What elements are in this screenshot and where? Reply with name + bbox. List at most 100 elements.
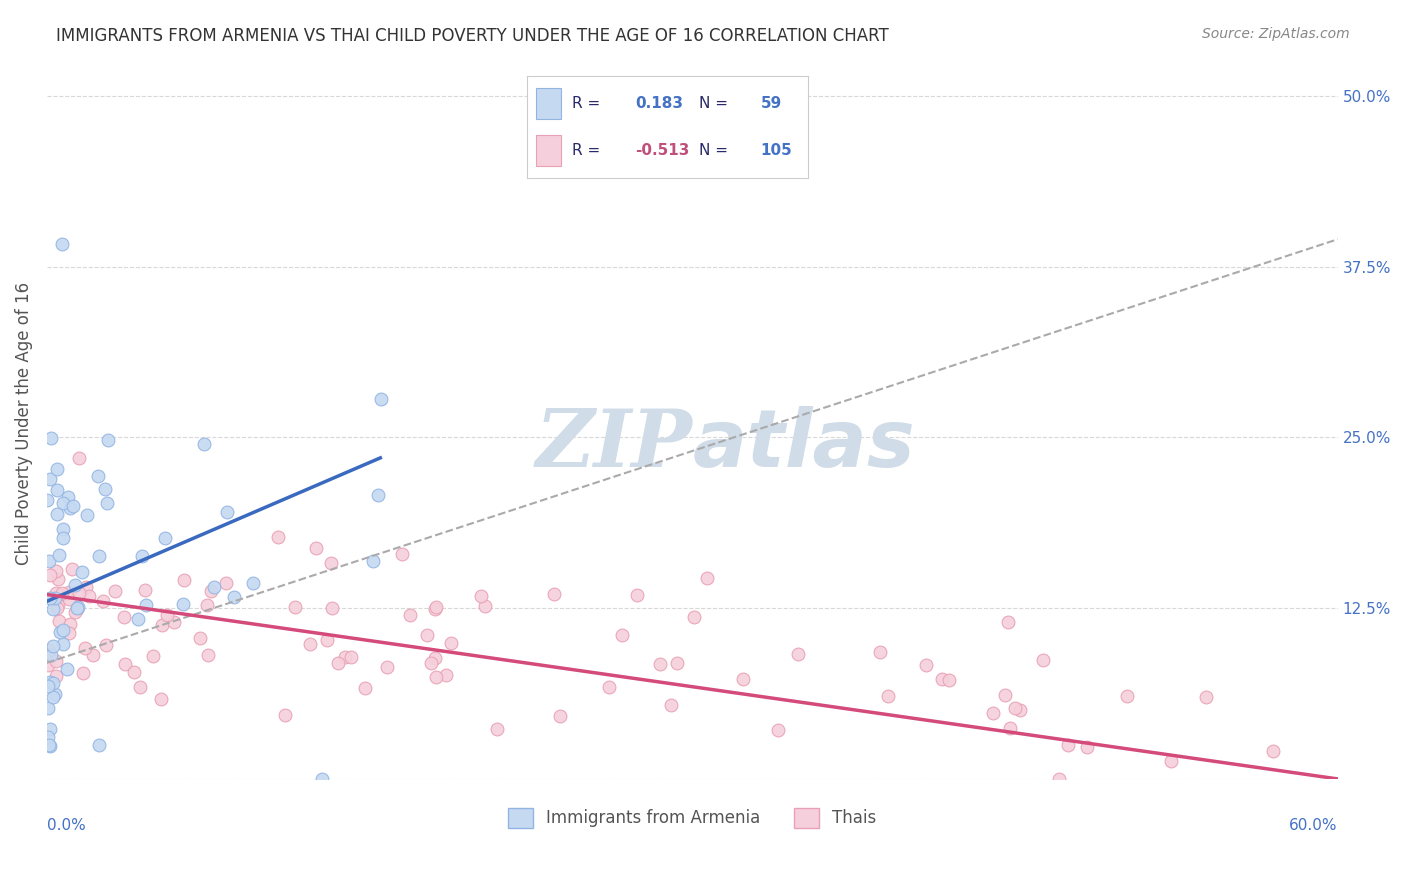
Point bbox=[267, 530, 290, 544]
Point bbox=[51, 586, 73, 600]
Point bbox=[66, 601, 89, 615]
Point bbox=[48, 624, 70, 639]
Point bbox=[1076, 739, 1098, 754]
Point bbox=[877, 689, 900, 703]
Point bbox=[97, 433, 120, 447]
Point bbox=[1160, 754, 1182, 768]
Text: 105: 105 bbox=[761, 144, 793, 158]
Point bbox=[202, 580, 225, 594]
Point bbox=[59, 617, 82, 632]
Point bbox=[423, 650, 446, 665]
Point bbox=[62, 499, 84, 513]
Point bbox=[1115, 689, 1137, 703]
FancyBboxPatch shape bbox=[536, 88, 561, 119]
Point bbox=[67, 450, 90, 465]
Point bbox=[48, 614, 70, 628]
Point bbox=[51, 236, 73, 251]
Point bbox=[44, 591, 66, 606]
Point bbox=[52, 623, 75, 637]
Point bbox=[66, 601, 89, 615]
Point bbox=[45, 654, 67, 668]
Point bbox=[188, 632, 211, 646]
Point bbox=[114, 657, 136, 671]
Point bbox=[63, 605, 86, 619]
Text: N =: N = bbox=[699, 96, 733, 111]
Point bbox=[398, 608, 420, 623]
Point bbox=[52, 496, 75, 510]
Point bbox=[696, 571, 718, 585]
Text: R =: R = bbox=[572, 96, 606, 111]
Point bbox=[665, 656, 688, 670]
Point bbox=[96, 638, 118, 652]
Point bbox=[766, 723, 789, 737]
Point bbox=[134, 582, 156, 597]
Point bbox=[150, 618, 173, 632]
Text: atlas: atlas bbox=[692, 406, 915, 484]
Point bbox=[543, 587, 565, 601]
Point bbox=[39, 567, 62, 582]
Point bbox=[39, 591, 62, 605]
Point bbox=[659, 698, 682, 712]
Point bbox=[274, 708, 297, 723]
Point bbox=[45, 669, 67, 683]
Point bbox=[58, 626, 80, 640]
Point bbox=[1004, 701, 1026, 715]
Point bbox=[733, 672, 755, 686]
Point bbox=[60, 562, 83, 576]
Point bbox=[42, 690, 65, 705]
Point bbox=[242, 576, 264, 591]
Point bbox=[58, 592, 80, 607]
Point bbox=[931, 672, 953, 686]
Point bbox=[52, 522, 75, 536]
Point bbox=[75, 641, 97, 656]
Point bbox=[321, 600, 343, 615]
Point bbox=[46, 483, 69, 498]
Point bbox=[335, 649, 357, 664]
Point bbox=[340, 649, 363, 664]
Point bbox=[87, 468, 110, 483]
Point bbox=[42, 639, 65, 653]
Point bbox=[305, 541, 328, 555]
Point bbox=[38, 554, 60, 568]
Legend: Immigrants from Armenia, Thais: Immigrants from Armenia, Thais bbox=[502, 801, 883, 835]
Point bbox=[172, 597, 194, 611]
Point bbox=[37, 730, 59, 744]
Point bbox=[787, 647, 810, 661]
Point bbox=[75, 580, 97, 594]
Point bbox=[224, 591, 246, 605]
Text: 59: 59 bbox=[761, 96, 782, 111]
Point bbox=[361, 554, 384, 568]
Text: -0.513: -0.513 bbox=[636, 144, 690, 158]
Point bbox=[48, 572, 70, 586]
Point bbox=[67, 585, 90, 599]
Point bbox=[124, 665, 146, 679]
Point bbox=[39, 739, 62, 753]
Point bbox=[298, 637, 321, 651]
Point bbox=[434, 668, 457, 682]
Point bbox=[156, 608, 179, 623]
Point bbox=[311, 772, 333, 786]
Point bbox=[425, 599, 447, 614]
Point bbox=[39, 431, 62, 445]
Point bbox=[548, 709, 571, 723]
Text: 60.0%: 60.0% bbox=[1289, 818, 1337, 833]
Y-axis label: Child Poverty Under the Age of 16: Child Poverty Under the Age of 16 bbox=[15, 282, 32, 566]
Point bbox=[370, 392, 392, 406]
Point bbox=[610, 628, 633, 642]
Point bbox=[981, 706, 1004, 720]
Point bbox=[1056, 738, 1078, 752]
Point bbox=[55, 662, 77, 676]
Point bbox=[319, 557, 342, 571]
Point bbox=[82, 648, 104, 663]
Point bbox=[142, 649, 165, 664]
Point bbox=[423, 602, 446, 616]
Point bbox=[44, 687, 66, 701]
Point bbox=[215, 505, 238, 519]
Point bbox=[938, 673, 960, 687]
Point bbox=[58, 501, 80, 516]
Point bbox=[163, 615, 186, 629]
Point bbox=[367, 488, 389, 502]
Point bbox=[1047, 772, 1070, 786]
Point bbox=[994, 689, 1017, 703]
Point bbox=[1032, 653, 1054, 667]
